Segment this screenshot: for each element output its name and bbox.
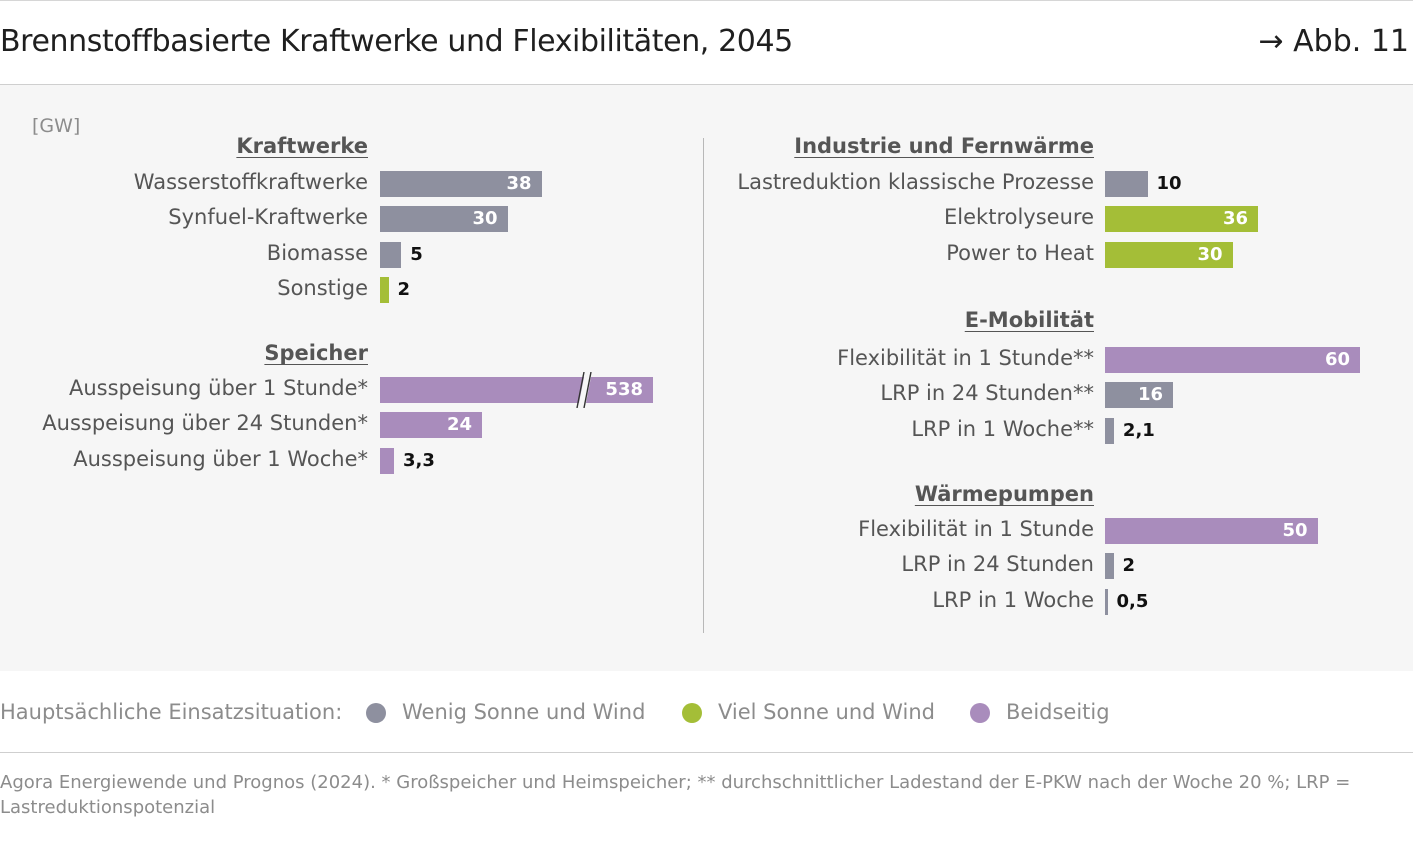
bar-wärmepumpen-2 — [1105, 553, 1114, 580]
category-label: Ausspeisung über 1 Stunde* — [68, 376, 368, 400]
bar-industrie-und-fernwärme-2 — [1105, 206, 1258, 233]
legend-label-beidseitig: Beidseitig — [1006, 700, 1110, 724]
bar-wärmepumpen-1 — [1105, 518, 1318, 544]
category-label: Power to Heat — [946, 240, 1094, 265]
value-label-kraftwerke-3: 5 — [410, 243, 423, 265]
bar-kraftwerke-4 — [380, 276, 389, 303]
value-label-industrie-und-fernwärme-1: 10 — [1156, 173, 1182, 194]
category-label: LRP in 1 Woche — [932, 587, 1094, 612]
legend-lead: Hauptsächliche Einsatzsituation: — [0, 700, 343, 724]
unit-label: [GW] — [32, 115, 81, 137]
value-label-speicher-2: 24 — [446, 414, 472, 436]
axis-break-icon — [576, 372, 592, 408]
category-label: LRP in 24 Stunden** — [880, 381, 1094, 406]
bar-e-mobilität-1 — [1105, 347, 1360, 373]
category-label: Ausspeisung über 24 Stunden* — [42, 411, 368, 436]
group-title-wärmepumpen: Wärmepumpen — [914, 482, 1094, 506]
bar-kraftwerke-1 — [380, 171, 542, 197]
value-label-e-mobilität-2: 16 — [1137, 384, 1163, 406]
value-label-e-mobilität-1: 60 — [1324, 349, 1350, 370]
category-label: Wasserstoffkraftwerke — [133, 170, 368, 194]
bar-industrie-und-fernwärme-3 — [1105, 241, 1233, 268]
column-divider — [703, 138, 704, 633]
value-label-industrie-und-fernwärme-2: 36 — [1222, 208, 1248, 230]
value-label-speicher-1: 538 — [605, 379, 643, 400]
header-rule — [0, 84, 1413, 85]
value-label-kraftwerke-1: 38 — [506, 173, 532, 194]
category-label: Elektrolyseure — [944, 205, 1094, 230]
value-label-industrie-und-fernwärme-3: 30 — [1197, 243, 1223, 265]
legend-dot-viel — [682, 703, 702, 723]
bar-kraftwerke-2 — [380, 206, 508, 233]
legend-dot-wenig — [366, 703, 386, 723]
bar-speicher-1 — [380, 377, 653, 403]
group-title-kraftwerke: Kraftwerke — [236, 134, 368, 158]
bar-e-mobilität-2 — [1105, 382, 1173, 409]
bar-speicher-3 — [380, 447, 395, 474]
value-label-wärmepumpen-1: 50 — [1282, 520, 1308, 541]
category-label: Flexibilität in 1 Stunde — [858, 517, 1094, 541]
bar-e-mobilität-3 — [1105, 417, 1114, 444]
value-label-kraftwerke-2: 30 — [472, 208, 498, 230]
bar-industrie-und-fernwärme-1 — [1105, 171, 1148, 197]
legend-rule — [0, 752, 1413, 753]
chart-title: Brennstoffbasierte Kraftwerke und Flexib… — [0, 24, 793, 59]
legend-label-viel: Viel Sonne und Wind — [718, 700, 935, 724]
chart-panel — [0, 85, 1413, 671]
bar-speicher-2 — [380, 412, 482, 439]
category-label: Synfuel-Kraftwerke — [168, 205, 368, 230]
figure-reference[interactable]: → Abb. 11 — [1258, 24, 1409, 59]
value-label-wärmepumpen-3: 0,5 — [1116, 590, 1149, 612]
value-label-wärmepumpen-2: 2 — [1122, 555, 1136, 577]
header: Brennstoffbasierte Kraftwerke und Flexib… — [0, 0, 1413, 84]
legend-label-wenig: Wenig Sonne und Wind — [402, 700, 646, 724]
value-label-kraftwerke-4: 2 — [397, 278, 411, 300]
value-label-speicher-3: 3,3 — [403, 449, 435, 471]
category-label: LRP in 1 Woche** — [911, 416, 1094, 441]
bar-wärmepumpen-3 — [1105, 588, 1108, 615]
category-label: Ausspeisung über 1 Woche* — [73, 446, 368, 471]
group-title-industrie-und-fernwärme: Industrie und Fernwärme — [794, 134, 1094, 158]
source-footnote: Agora Energiewende und Prognos (2024). *… — [0, 772, 1351, 818]
category-label: Lastreduktion klassische Prozesse — [737, 170, 1094, 194]
category-label: Sonstige — [277, 275, 368, 300]
category-label: Biomasse — [266, 240, 368, 265]
value-label-e-mobilität-3: 2,1 — [1122, 419, 1155, 441]
group-title-speicher: Speicher — [264, 341, 368, 365]
bar-kraftwerke-3 — [380, 241, 402, 268]
group-title-e-mobilität: E-Mobilität — [964, 308, 1094, 332]
top-rule — [0, 0, 1413, 1]
legend-dot-beidseitig — [970, 703, 990, 723]
category-label: Flexibilität in 1 Stunde** — [837, 346, 1094, 370]
category-label: LRP in 24 Stunden — [901, 552, 1094, 577]
